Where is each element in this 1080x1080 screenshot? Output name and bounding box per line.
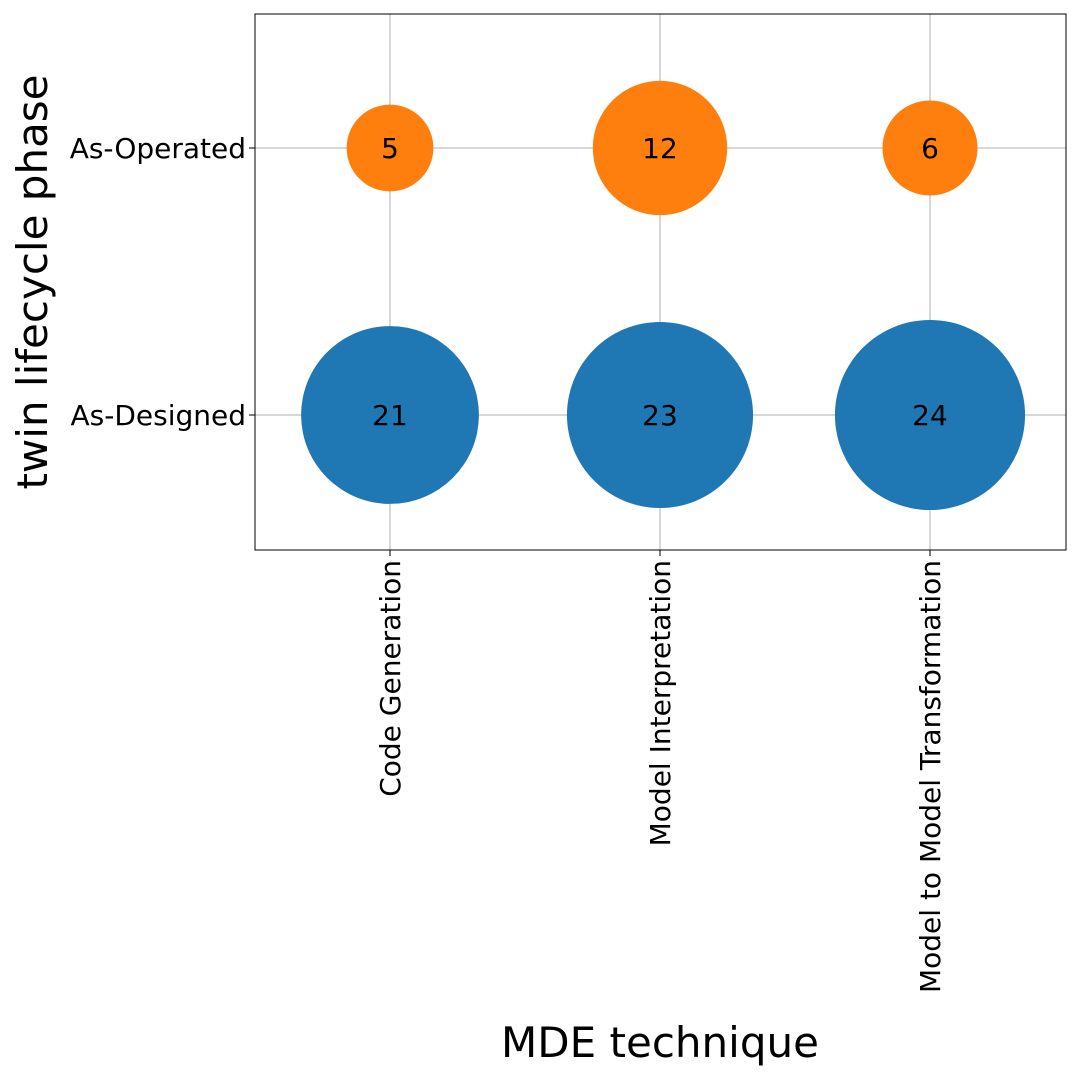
x-tick-label: Code Generation bbox=[374, 560, 407, 797]
bubble-value-label: 5 bbox=[381, 132, 399, 165]
y-tick-label: As-Designed bbox=[70, 399, 246, 432]
bubble bbox=[834, 319, 1026, 511]
bubble bbox=[566, 321, 754, 509]
bubbles bbox=[301, 80, 1026, 511]
bubble bbox=[346, 104, 434, 192]
x-axis-title: MDE technique bbox=[501, 1018, 819, 1067]
y-tick-labels: As-Designed As-Operated bbox=[70, 132, 246, 432]
bubble bbox=[882, 100, 978, 196]
x-tick-labels: Code Generation Model Interpretation Model… bbox=[374, 560, 947, 993]
bubble-labels: 21 23 24 5 12 6 bbox=[372, 132, 948, 432]
bubble-value-label: 21 bbox=[372, 399, 408, 432]
y-axis-title: twin lifecycle phase bbox=[8, 74, 57, 489]
x-tick-label: Model to Model Transformation bbox=[914, 560, 947, 993]
bubble-value-label: 23 bbox=[642, 399, 678, 432]
bubble-value-label: 12 bbox=[642, 132, 678, 165]
x-tick-label: Model Interpretation bbox=[644, 560, 677, 846]
bubble-value-label: 6 bbox=[921, 132, 939, 165]
bubble-value-label: 24 bbox=[912, 399, 948, 432]
bubble bbox=[592, 80, 728, 216]
axis-ticks bbox=[249, 147, 931, 556]
bubble bbox=[301, 326, 479, 504]
y-tick-label: As-Operated bbox=[70, 132, 246, 165]
